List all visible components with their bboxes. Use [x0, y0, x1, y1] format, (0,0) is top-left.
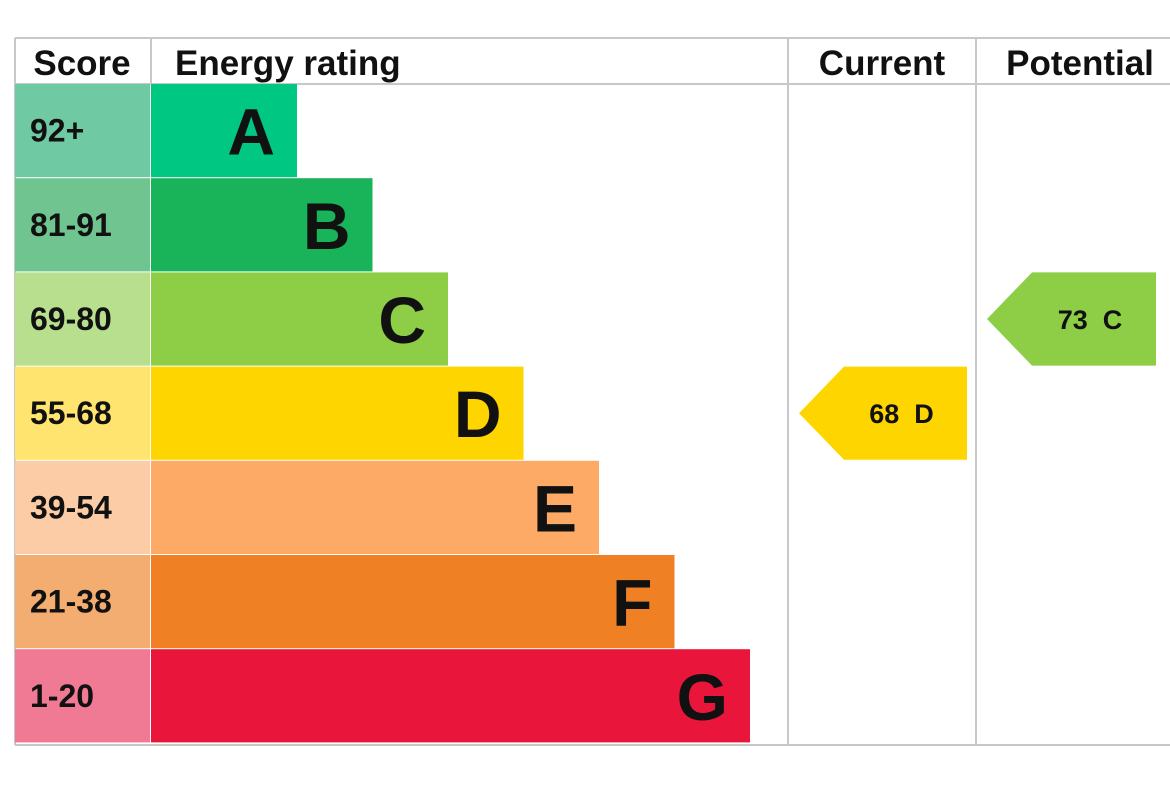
band-letter-c: C	[378, 283, 426, 357]
score-cell-d	[15, 366, 150, 460]
band-bar-b	[151, 178, 373, 272]
header-score: Score	[33, 44, 130, 83]
header-energy-rating: Energy rating	[175, 44, 401, 83]
band-bar-f	[151, 555, 675, 649]
current-arrow	[799, 366, 967, 460]
potential-arrow-label: 73 C	[1058, 305, 1123, 335]
band-letter-a: A	[227, 95, 275, 169]
score-label-a: 92+	[30, 113, 84, 149]
band-letter-g: G	[677, 660, 728, 734]
score-label-f: 21-38	[30, 584, 112, 620]
header-current: Current	[819, 44, 946, 83]
rating-bands: 92+ A 81-91 B 69-80 C 55-68 D 39-54 E 21-38 F 1-20 G	[15, 84, 750, 743]
band-bar-a	[151, 84, 297, 178]
potential-arrow	[987, 272, 1156, 366]
score-label-g: 1-20	[30, 678, 94, 714]
rating-arrows: 68 D 73 C	[799, 272, 1156, 460]
band-bar-e	[151, 460, 599, 554]
current-arrow-label: 68 D	[869, 399, 934, 429]
score-label-b: 81-91	[30, 207, 112, 243]
band-letter-d: D	[454, 377, 502, 451]
band-bar-c	[151, 272, 448, 366]
score-cell-f	[15, 555, 150, 649]
band-letter-e: E	[533, 471, 577, 545]
band-bar-g	[151, 649, 750, 743]
header-potential: Potential	[1006, 44, 1154, 83]
score-cell-e	[15, 460, 150, 554]
score-cell-a	[15, 84, 150, 178]
band-bar-d	[151, 366, 524, 460]
band-letter-f: F	[612, 566, 652, 640]
score-cell-b	[15, 178, 150, 272]
score-label-d: 55-68	[30, 395, 112, 431]
score-label-e: 39-54	[30, 489, 112, 525]
score-label-c: 69-80	[30, 301, 112, 337]
score-cell-g	[15, 649, 150, 743]
score-cell-c	[15, 272, 150, 366]
band-letter-b: B	[303, 189, 351, 263]
